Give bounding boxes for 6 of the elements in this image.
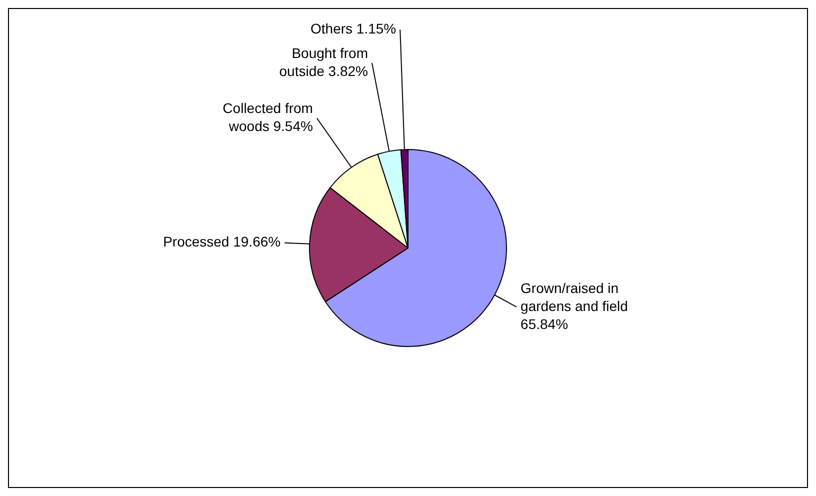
slice-label: Others 1.15% xyxy=(310,20,396,36)
data-label: 65.84% xyxy=(520,316,568,332)
slice-label: Bought from outside 3.82% xyxy=(279,44,368,79)
slice-label: Grown/raised in gardens and field xyxy=(520,280,628,314)
slice-label: Processed 19.66% xyxy=(163,234,281,250)
slice-label: Collected from woods 9.54% xyxy=(222,100,313,134)
